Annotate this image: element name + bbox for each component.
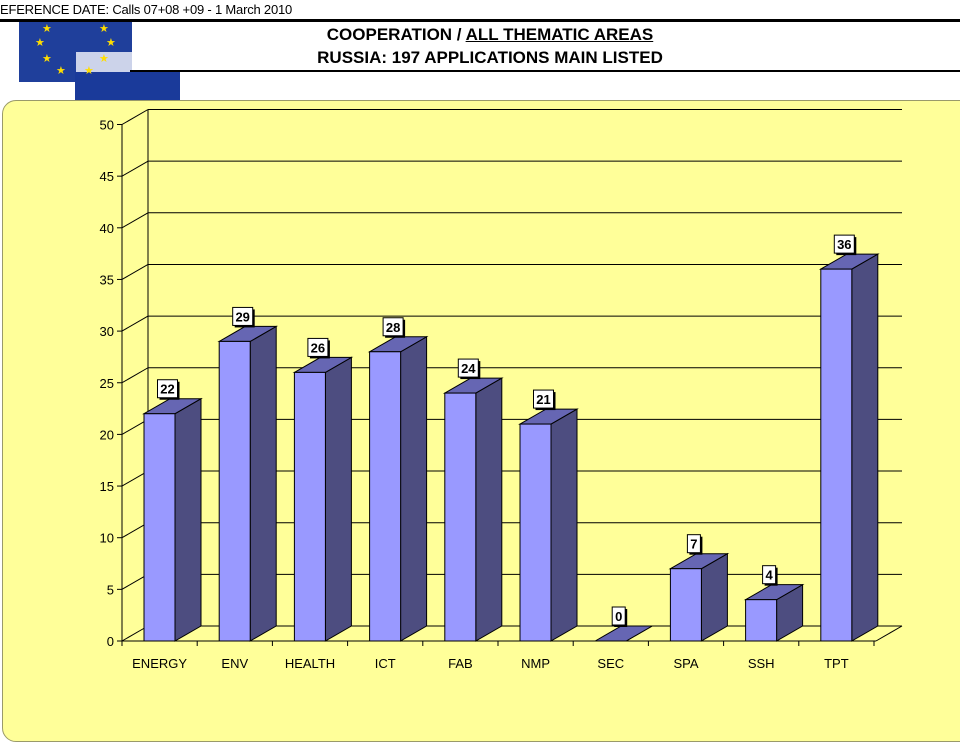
bar-spa bbox=[669, 568, 702, 642]
y-tick-label: 10 bbox=[100, 531, 114, 546]
page-title: COOPERATION / ALL THEMATIC AREAS bbox=[180, 25, 800, 45]
y-tick-label: 40 bbox=[100, 221, 114, 236]
header-rule-bottom bbox=[130, 70, 960, 72]
data-label: 7 bbox=[690, 537, 697, 552]
bar-tpt bbox=[820, 268, 853, 642]
x-tick-label: SSH bbox=[748, 656, 775, 671]
y-tick-label: 20 bbox=[100, 427, 114, 442]
data-label: 36 bbox=[837, 237, 851, 252]
bars bbox=[142, 253, 880, 642]
bar-top bbox=[593, 625, 655, 642]
bar-side bbox=[249, 325, 277, 642]
data-label: 28 bbox=[386, 320, 400, 335]
data-label-box bbox=[611, 606, 626, 626]
data-label-box bbox=[686, 534, 701, 554]
y-tick-label: 50 bbox=[100, 118, 114, 133]
star-icon: ★ bbox=[42, 23, 52, 35]
floor-edge bbox=[875, 625, 903, 642]
reference-date: EFERENCE DATE: Calls 07+08 +09 - 1 March… bbox=[0, 2, 293, 17]
y-tick-label: 45 bbox=[100, 169, 114, 184]
bar-chart: 22 29 26 28 24 21 0 7 4 36 0 5 10 15 20 25 30 35 40 45 50 EN… bbox=[100, 109, 903, 672]
bar-side bbox=[475, 377, 503, 642]
star-icon: ★ bbox=[99, 23, 109, 35]
gridline-depth bbox=[121, 264, 149, 280]
gridline-depth bbox=[121, 109, 149, 125]
title-underlined: ALL THEMATIC AREAS bbox=[465, 25, 654, 44]
star-icon: ★ bbox=[106, 37, 116, 49]
data-labels: 22 29 26 28 24 21 0 7 4 36 bbox=[157, 234, 857, 627]
gridline-depth bbox=[121, 367, 149, 384]
bar-ict bbox=[369, 351, 402, 642]
data-label: 24 bbox=[461, 361, 476, 376]
data-label: 21 bbox=[536, 392, 550, 407]
x-tick-label: ICT bbox=[375, 656, 396, 671]
data-label-box bbox=[157, 379, 178, 399]
y-tick-label: 0 bbox=[107, 634, 114, 649]
data-label-box bbox=[762, 565, 777, 585]
x-tick-label: NMP bbox=[521, 656, 550, 671]
data-label: 4 bbox=[765, 568, 773, 583]
x-tick-label: TPT bbox=[824, 656, 849, 671]
data-label: 22 bbox=[160, 382, 174, 397]
y-tick-label: 25 bbox=[100, 376, 114, 391]
bar-side bbox=[174, 397, 202, 642]
bar-side bbox=[324, 356, 352, 642]
star-icon: ★ bbox=[42, 53, 52, 65]
data-label: 26 bbox=[311, 340, 325, 355]
gridline-depth bbox=[121, 160, 149, 177]
header-rule-top bbox=[0, 19, 960, 22]
data-label-box bbox=[382, 317, 404, 337]
star-icon: ★ bbox=[56, 65, 66, 77]
bar-nmp bbox=[519, 423, 552, 642]
x-tick-label: ENERGY bbox=[132, 656, 187, 671]
page-subtitle: RUSSIA: 197 APPLICATIONS MAIN LISTED bbox=[317, 48, 663, 67]
star-icon: ★ bbox=[35, 37, 45, 49]
data-label-box bbox=[457, 358, 479, 378]
star-icon: ★ bbox=[99, 53, 109, 65]
x-tick-label: FAB bbox=[448, 656, 473, 671]
bar-env bbox=[218, 340, 251, 642]
data-label: 29 bbox=[235, 309, 249, 324]
x-tick-label: SPA bbox=[673, 656, 698, 671]
data-label: 0 bbox=[615, 609, 622, 624]
y-tick-label: 15 bbox=[100, 479, 114, 494]
y-tick-label: 30 bbox=[100, 324, 114, 339]
bar-side bbox=[851, 253, 879, 642]
eu-flag-front bbox=[75, 72, 180, 100]
bar-side bbox=[550, 408, 578, 642]
bar-energy bbox=[143, 413, 176, 642]
star-icon: ★ bbox=[84, 65, 94, 77]
bar-ssh bbox=[745, 599, 778, 642]
x-tick-label: HEALTH bbox=[285, 656, 335, 671]
y-tick-label: 5 bbox=[107, 582, 114, 597]
data-label-box bbox=[307, 337, 329, 357]
x-tick-label: SEC bbox=[597, 656, 624, 671]
data-label-box bbox=[533, 389, 554, 409]
title-plain: COOPERATION / bbox=[326, 25, 466, 44]
bar-side bbox=[400, 335, 428, 642]
data-label-box bbox=[232, 306, 254, 326]
y-tick-label: 35 bbox=[100, 272, 114, 287]
gridline-depth bbox=[121, 212, 149, 229]
x-tick-label: ENV bbox=[221, 656, 248, 671]
data-label-box bbox=[833, 234, 855, 254]
bar-health bbox=[293, 371, 326, 642]
gridline-depth bbox=[121, 315, 149, 332]
bar-fab bbox=[444, 392, 477, 642]
